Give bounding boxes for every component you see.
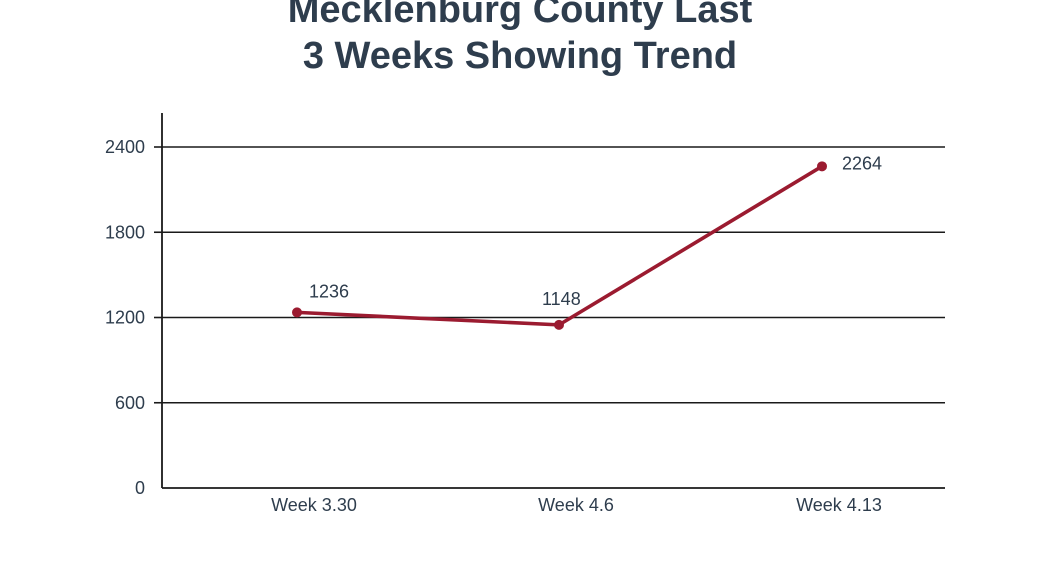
data-point [817, 161, 827, 172]
y-tick-label: 1800 [105, 222, 145, 242]
chart-title-line-1: Mecklenburg County Last [288, 0, 753, 31]
x-tick-label: Week 3.30 [271, 495, 357, 515]
data-label: 2264 [842, 153, 882, 173]
x-tick-label: Week 4.6 [538, 495, 614, 515]
y-tick-label: 2400 [105, 137, 145, 157]
axes [154, 113, 945, 489]
data-point [554, 319, 564, 330]
y-tick-label: 1200 [105, 308, 145, 328]
chart-title-line-2: 3 Weeks Showing Trend [303, 35, 737, 77]
data-label: 1236 [309, 281, 349, 301]
gridlines [162, 146, 945, 404]
series-layer [292, 161, 827, 330]
data-point [292, 307, 302, 318]
chart-title: Mecklenburg County Last 3 Weeks Showing … [288, 0, 753, 77]
x-tick-label: Week 4.13 [796, 495, 882, 515]
data-labels: 1236 1148 2264 [309, 153, 882, 309]
data-label: 1148 [542, 289, 581, 309]
y-tick-label: 0 [135, 478, 145, 498]
x-axis-tick-labels: Week 3.30 Week 4.6 Week 4.13 [271, 495, 882, 515]
y-tick-label: 600 [115, 393, 145, 413]
y-axis-tick-labels: 0 600 1200 1800 2400 [105, 137, 145, 498]
